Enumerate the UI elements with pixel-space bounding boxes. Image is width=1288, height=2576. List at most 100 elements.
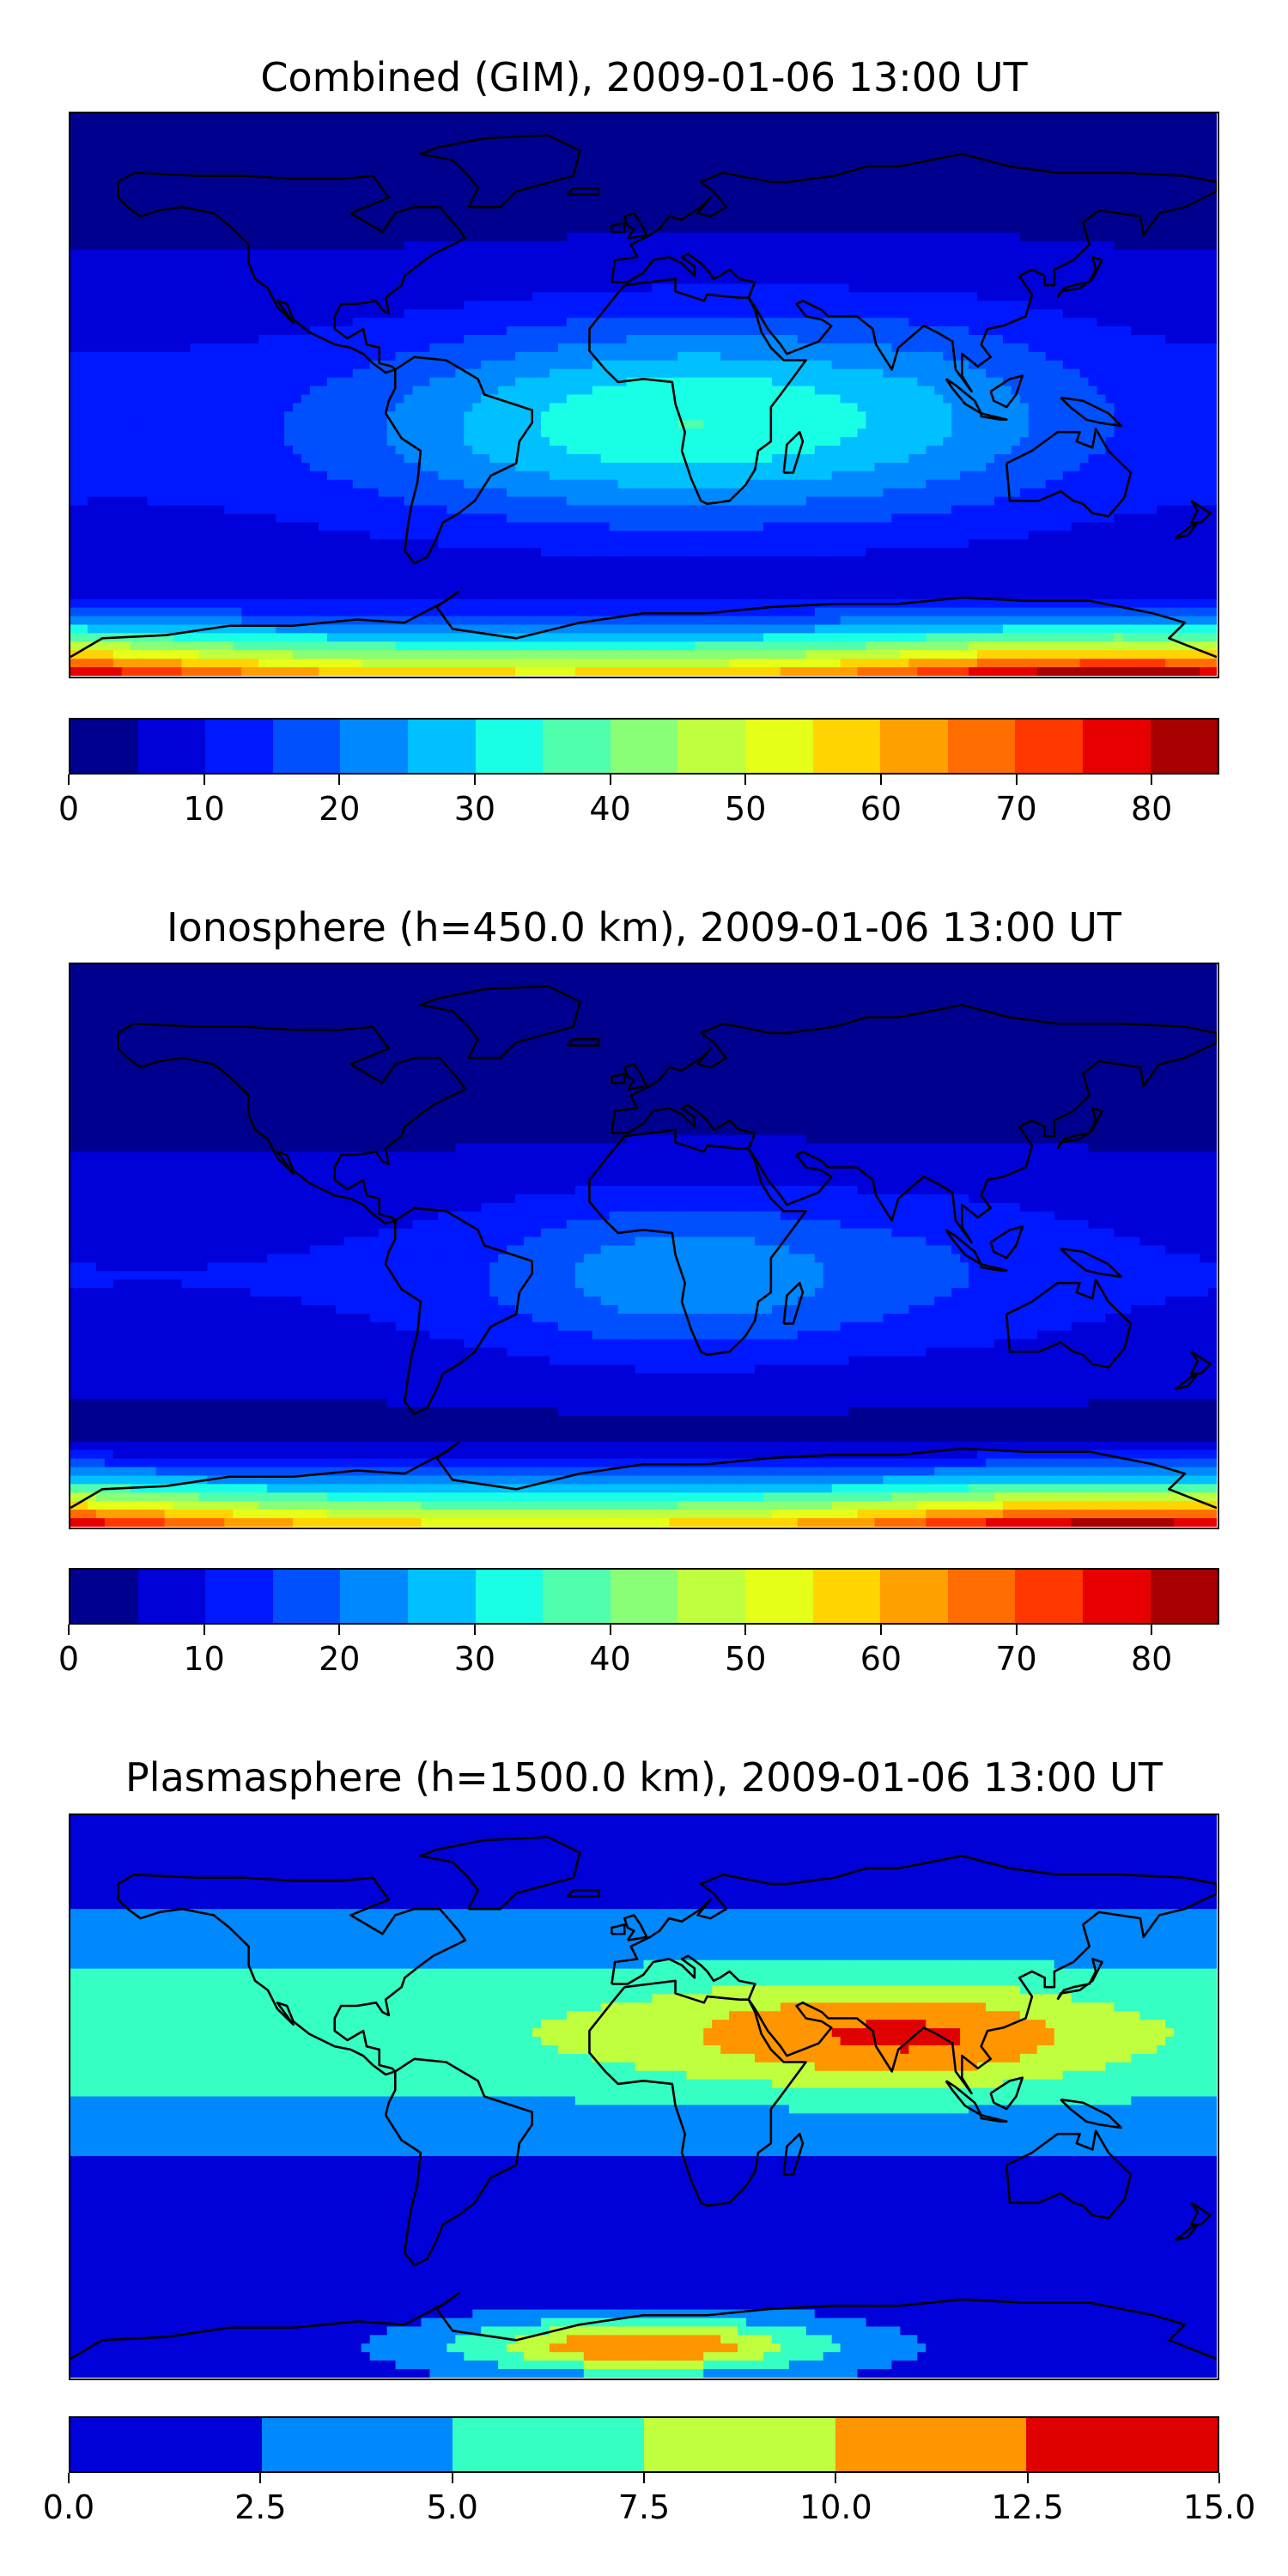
tec-cell <box>1165 113 1175 123</box>
tec-cell <box>515 113 525 123</box>
tec-cell <box>771 216 781 225</box>
tec-cell <box>78 249 88 259</box>
tec-cell <box>1054 258 1064 268</box>
tec-cell <box>404 147 414 157</box>
tec-cell <box>173 147 183 157</box>
tec-cell <box>438 155 447 166</box>
tec-cell <box>173 240 183 251</box>
tec-cell <box>276 335 285 344</box>
tec-cell <box>746 258 756 268</box>
tec-cell <box>703 368 713 379</box>
tec-cell <box>866 190 876 199</box>
tec-cell <box>746 240 756 251</box>
tec-cell <box>207 113 216 123</box>
tec-cell <box>472 190 482 199</box>
tec-cell <box>147 190 157 199</box>
tec-cell <box>284 386 294 396</box>
tec-cell <box>1002 301 1012 310</box>
tec-cell <box>1036 318 1047 327</box>
tec-cell <box>703 216 713 225</box>
tec-cell <box>814 121 824 131</box>
tec-cell <box>1157 173 1166 182</box>
tec-cell <box>574 130 585 140</box>
tec-cell <box>258 394 268 404</box>
tec-cell <box>762 266 773 276</box>
tec-cell <box>343 428 354 438</box>
tec-cell <box>532 266 542 276</box>
tec-cell <box>147 386 157 396</box>
tec-cell <box>1054 121 1064 131</box>
tec-cell <box>926 190 935 199</box>
tec-cell <box>489 377 499 387</box>
tec-cell <box>866 258 876 268</box>
tec-cell <box>977 181 987 191</box>
tec-cell <box>301 318 311 327</box>
tec-cell <box>181 428 191 438</box>
tec-cell <box>472 266 482 276</box>
tec-cell <box>181 360 191 370</box>
tec-cell <box>1011 301 1021 310</box>
tec-cell <box>438 181 447 191</box>
tec-cell <box>549 292 559 301</box>
tec-cell <box>857 292 867 301</box>
tec-cell <box>626 130 636 140</box>
tec-cell <box>224 266 234 276</box>
tec-cell <box>489 394 499 404</box>
tec-cell <box>1062 318 1072 327</box>
tec-cell <box>908 301 918 310</box>
tec-cell <box>557 301 568 310</box>
tec-cell <box>1071 318 1081 327</box>
tec-cell <box>1045 326 1055 336</box>
tec-cell <box>566 232 576 242</box>
tec-cell <box>386 258 397 268</box>
tec-cell <box>823 249 833 259</box>
tec-cell <box>1208 394 1217 404</box>
tec-cell <box>70 224 80 234</box>
tec-cell <box>549 394 559 404</box>
tec-cell <box>1062 266 1072 276</box>
tec-cell <box>121 216 131 225</box>
tec-cell <box>823 113 833 123</box>
tec-cell <box>498 173 507 182</box>
tec-cell <box>121 394 131 404</box>
tec-cell <box>557 266 568 276</box>
tec-cell <box>1200 138 1209 149</box>
tec-cell <box>181 343 191 353</box>
tec-cell <box>472 318 482 327</box>
tec-cell <box>284 121 294 131</box>
tec-cell <box>112 249 123 259</box>
tec-cell <box>626 198 636 208</box>
tec-cell <box>643 155 653 166</box>
tec-cell <box>429 138 439 149</box>
tec-cell <box>421 198 431 208</box>
tec-cell <box>472 113 482 123</box>
tec-cell <box>104 147 114 157</box>
tec-cell <box>669 377 678 387</box>
tec-cell <box>87 403 97 412</box>
tec-cell <box>1011 147 1021 157</box>
tec-cell <box>173 121 183 131</box>
tec-cell <box>1131 301 1140 310</box>
tec-cell <box>524 164 533 174</box>
tec-cell <box>335 292 345 301</box>
tec-cell <box>831 386 841 396</box>
tec-cell <box>1002 283 1012 294</box>
tec-cell <box>361 232 371 242</box>
tec-cell <box>1045 216 1055 225</box>
tec-cell <box>1028 240 1038 251</box>
tec-cell <box>1139 147 1149 157</box>
tec-cell <box>583 173 593 182</box>
tec-cell <box>1019 138 1030 149</box>
tec-cell <box>70 198 80 208</box>
tec-cell <box>1011 343 1021 353</box>
tec-cell <box>549 275 559 285</box>
tec-cell <box>70 309 80 319</box>
tec-cell <box>805 275 816 285</box>
tec-cell <box>883 351 893 361</box>
tec-cell <box>1097 121 1107 131</box>
tec-cell <box>805 147 816 157</box>
tec-cell <box>1028 411 1038 421</box>
tec-cell <box>1011 403 1021 412</box>
tec-cell <box>1028 377 1038 387</box>
tec-cell <box>386 181 397 191</box>
